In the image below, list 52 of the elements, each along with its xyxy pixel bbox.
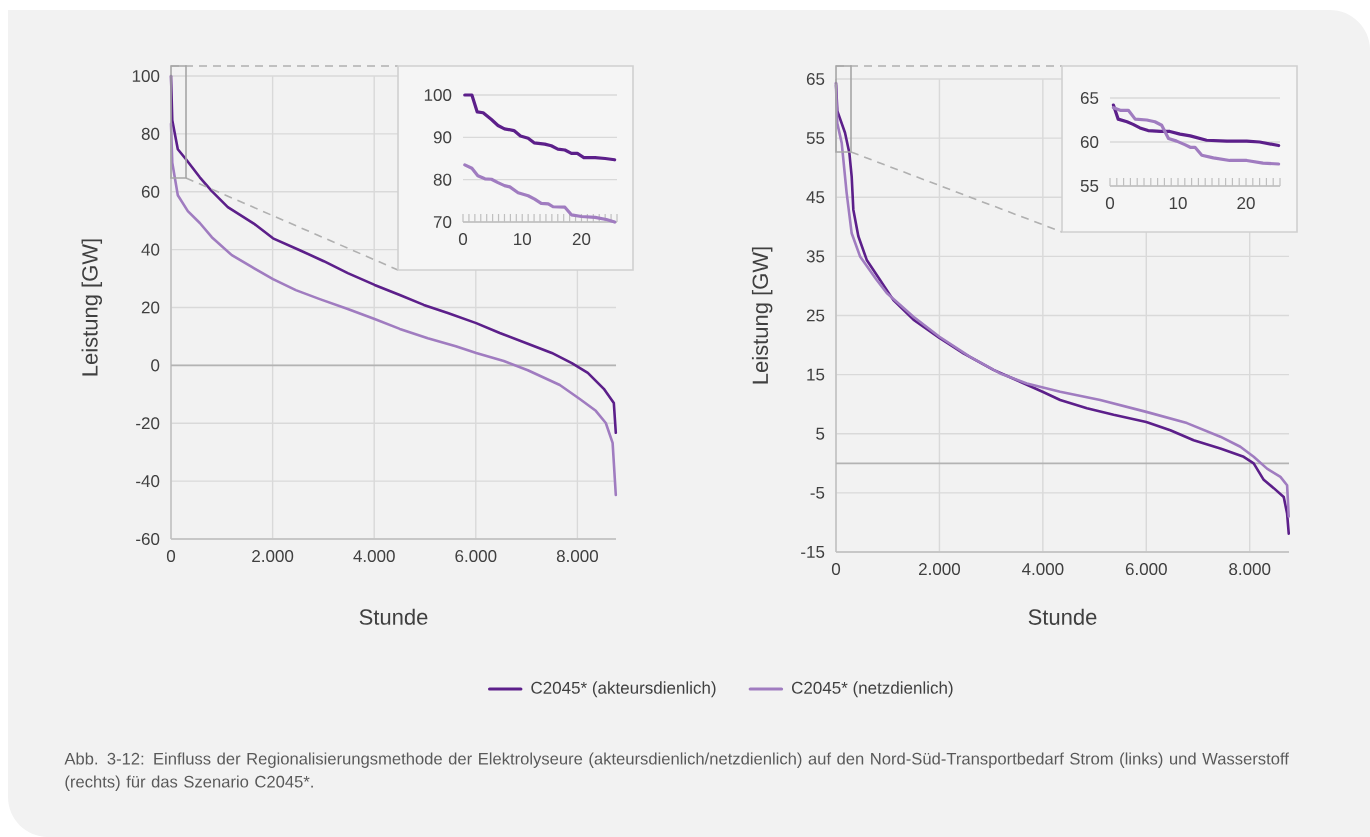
y-tick-label: 20 (141, 301, 160, 314)
x-tick-label: 4.000 (1021, 563, 1064, 576)
y-tick-label: 5 (816, 427, 825, 440)
x-tick-label: 0 (831, 563, 841, 576)
y-tick-label: 0 (151, 359, 160, 372)
x-tick-label: 2.000 (919, 563, 961, 576)
y-tick-label: 65 (806, 73, 825, 86)
x-axis-title: Stunde (359, 608, 428, 625)
y-tick-label: 35 (806, 250, 825, 263)
y-tick-label: 55 (806, 132, 825, 145)
line-series (463, 93, 617, 162)
x-tick-label: 20 (1237, 197, 1255, 210)
y-tick-label: 45 (806, 191, 825, 204)
x-tick-label: 6.000 (455, 550, 497, 563)
y-tick-label: 55 (1080, 180, 1099, 192)
y-tick-label: 60 (1080, 135, 1099, 149)
y-tick-label: -60 (136, 533, 160, 546)
y-tick-label: 80 (141, 127, 160, 140)
x-tick-label: 8.000 (556, 550, 598, 563)
y-tick-label: 70 (433, 215, 452, 229)
x-tick-label: 0 (166, 550, 176, 563)
legend-label: C2045* (akteursdienlich) (531, 681, 716, 698)
y-tick-label: 100 (132, 70, 160, 83)
x-tick-label: 20 (572, 233, 591, 246)
y-tick-label: 25 (806, 309, 825, 322)
x-tick-label: 8.000 (1229, 563, 1271, 576)
y-tick-label: -40 (136, 475, 160, 488)
x-tick-label: 10 (1169, 197, 1187, 210)
y-tick-label: -20 (136, 417, 160, 430)
y-tick-label: 60 (141, 185, 160, 198)
x-tick-label: 0 (1105, 197, 1115, 210)
line-series (1111, 103, 1281, 148)
y-tick-label: 15 (807, 368, 825, 381)
y-axis-title: Leistung [GW] (81, 239, 103, 376)
x-tick-label: 2.000 (252, 550, 294, 563)
y-tick-label: -5 (810, 486, 825, 499)
y-tick-label: 90 (433, 131, 452, 144)
y-axis-title: Leistung [GW] (751, 247, 773, 384)
x-axis-title: Stunde (1028, 608, 1097, 625)
x-tick-label: 6.000 (1125, 563, 1167, 576)
legend-label: C2045* (netzdienlich) (792, 681, 953, 698)
y-tick-label: 100 (424, 88, 452, 101)
caption: Abb. 3-12: Einfluss der Regionalisierungsmethode der Elektrolyseure (akteursdienlich/netzdienlich) auf den Nord-Süd-Transportbedarf Strom (links) und Wasserstoff (rechts) für das Szenario C2045*. (64, 752, 1289, 791)
x-tick-label: 0 (458, 233, 468, 246)
x-tick-label: 4.000 (353, 550, 395, 563)
y-tick-label: 65 (1080, 91, 1099, 105)
x-tick-label: 10 (514, 233, 532, 246)
y-tick-label: 80 (433, 173, 452, 186)
line-series (1111, 106, 1281, 166)
y-tick-label: 40 (141, 243, 160, 256)
line-series (463, 163, 617, 224)
y-tick-label: -15 (801, 546, 825, 558)
